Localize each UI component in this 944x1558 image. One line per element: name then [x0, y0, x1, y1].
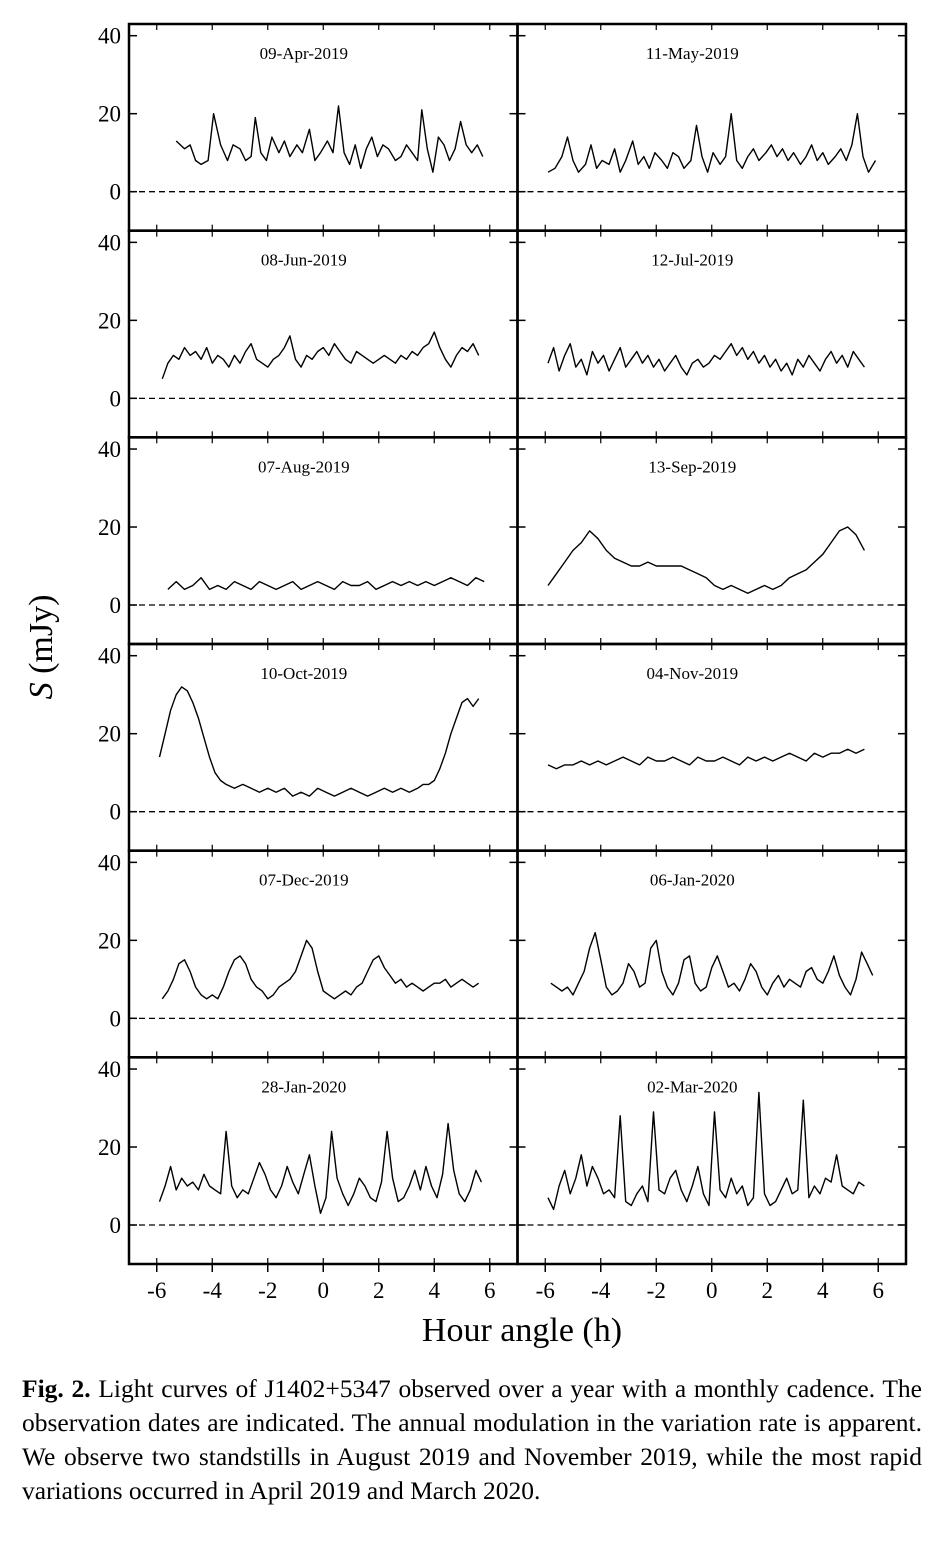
light-curve-series	[547, 526, 866, 594]
x-tick-label: 2	[762, 1278, 774, 1303]
x-tick-label: 6	[484, 1278, 496, 1303]
panel-08-jun-2019: 0 20 40 08-Jun-2019	[98, 229, 519, 439]
caption-text: Light curves of J1402+5347 observed over…	[22, 1374, 922, 1505]
y-tick-label: 0	[110, 1213, 122, 1238]
y-tick-label: 20	[98, 308, 121, 333]
panel-date-label: 02-Mar-2020	[647, 1077, 737, 1096]
panel-date-label: 13-Sep-2019	[648, 457, 736, 476]
light-curve-series	[547, 343, 865, 376]
y-tick-label: 40	[98, 24, 121, 49]
panels-grid: 0 20 40 09-Apr-2019 11-May-2019 0 20 40 08-Jun-2…	[98, 22, 908, 1266]
x-tick-label: -4	[203, 1278, 223, 1303]
x-tick-label: 0	[706, 1278, 718, 1303]
x-tick-label: 0	[318, 1278, 330, 1303]
light-curve-series	[161, 331, 480, 380]
light-curve-series	[547, 113, 877, 173]
light-curve-series	[175, 105, 484, 173]
panel-date-label: 12-Jul-2019	[651, 251, 733, 270]
panel-12-jul-2019: 12-Jul-2019	[516, 229, 908, 439]
y-axis-label: S (mJy)	[23, 595, 60, 700]
y-tick-label: 20	[98, 102, 121, 127]
x-axis: -6 -4 -2 0 2 4 6 -6 -4 -2 0 2 4 6	[147, 1264, 884, 1303]
y-tick-label: 0	[110, 593, 122, 618]
x-tick-label: -6	[147, 1278, 166, 1303]
panel-02-mar-2020: 02-Mar-2020	[516, 1056, 908, 1266]
light-curve-series	[167, 577, 485, 591]
y-axis-label-symbol: S	[23, 682, 60, 699]
y-tick-label: 40	[98, 850, 121, 875]
panel-04-nov-2019: 04-Nov-2019	[516, 642, 908, 852]
light-curve-series	[161, 939, 480, 1000]
x-tick-label: 4	[817, 1278, 829, 1303]
x-tick-label: 4	[429, 1278, 441, 1303]
x-axis-label: Hour angle (h)	[422, 1312, 622, 1349]
panel-date-label: 07-Dec-2019	[259, 871, 349, 890]
panel-date-label: 06-Jan-2020	[650, 871, 735, 890]
y-tick-label: 40	[98, 644, 121, 669]
light-curve-series	[158, 1122, 483, 1214]
panel-11-may-2019: 11-May-2019	[516, 22, 908, 232]
panel-07-aug-2019: 0 20 40 07-Aug-2019	[98, 436, 519, 646]
y-tick-label: 20	[98, 515, 121, 540]
caption-label: Fig. 2.	[22, 1374, 91, 1403]
panel-date-label: 10-Oct-2019	[260, 664, 347, 683]
x-tick-label: -4	[591, 1278, 611, 1303]
y-tick-label: 20	[98, 722, 121, 747]
y-tick-label: 40	[98, 230, 121, 255]
y-tick-label: 0	[110, 180, 122, 205]
panel-date-label: 07-Aug-2019	[258, 457, 350, 476]
x-tick-label: 6	[873, 1278, 885, 1303]
panel-13-sep-2019: 13-Sep-2019	[516, 436, 908, 646]
y-tick-label: 40	[98, 437, 121, 462]
light-curve-series	[158, 686, 480, 797]
panel-07-dec-2019: 0 20 40 07-Dec-2019	[98, 849, 519, 1059]
light-curve-series	[547, 1091, 865, 1211]
y-tick-label: 20	[98, 928, 121, 953]
y-tick-label: 20	[98, 1135, 121, 1160]
x-tick-label: -2	[258, 1278, 277, 1303]
y-tick-label: 0	[110, 1006, 122, 1031]
x-tick-label: -6	[536, 1278, 555, 1303]
panel-09-apr-2019: 0 20 40 09-Apr-2019	[98, 22, 519, 232]
light-curve-series	[547, 748, 865, 770]
light-curve-series	[550, 931, 874, 996]
x-tick-label: 2	[373, 1278, 385, 1303]
panel-10-oct-2019: 0 20 40 10-Oct-2019	[98, 642, 519, 852]
panel-date-label: 11-May-2019	[646, 44, 739, 63]
panel-date-label: 08-Jun-2019	[261, 251, 347, 270]
panel-date-label: 09-Apr-2019	[260, 44, 348, 63]
y-axis-label-unit: (mJy)	[23, 595, 60, 683]
y-tick-label: 0	[110, 386, 122, 411]
panel-28-jan-2020: 0 20 40 28-Jan-2020	[98, 1056, 519, 1266]
panel-06-jan-2020: 06-Jan-2020	[516, 849, 908, 1059]
figure-caption: Fig. 2. Light curves of J1402+5347 obser…	[22, 1372, 922, 1508]
panel-date-label: 28-Jan-2020	[261, 1077, 346, 1096]
y-tick-label: 40	[98, 1057, 121, 1082]
panel-date-label: 04-Nov-2019	[647, 664, 739, 683]
y-tick-label: 0	[110, 800, 122, 825]
x-tick-label: -2	[647, 1278, 666, 1303]
